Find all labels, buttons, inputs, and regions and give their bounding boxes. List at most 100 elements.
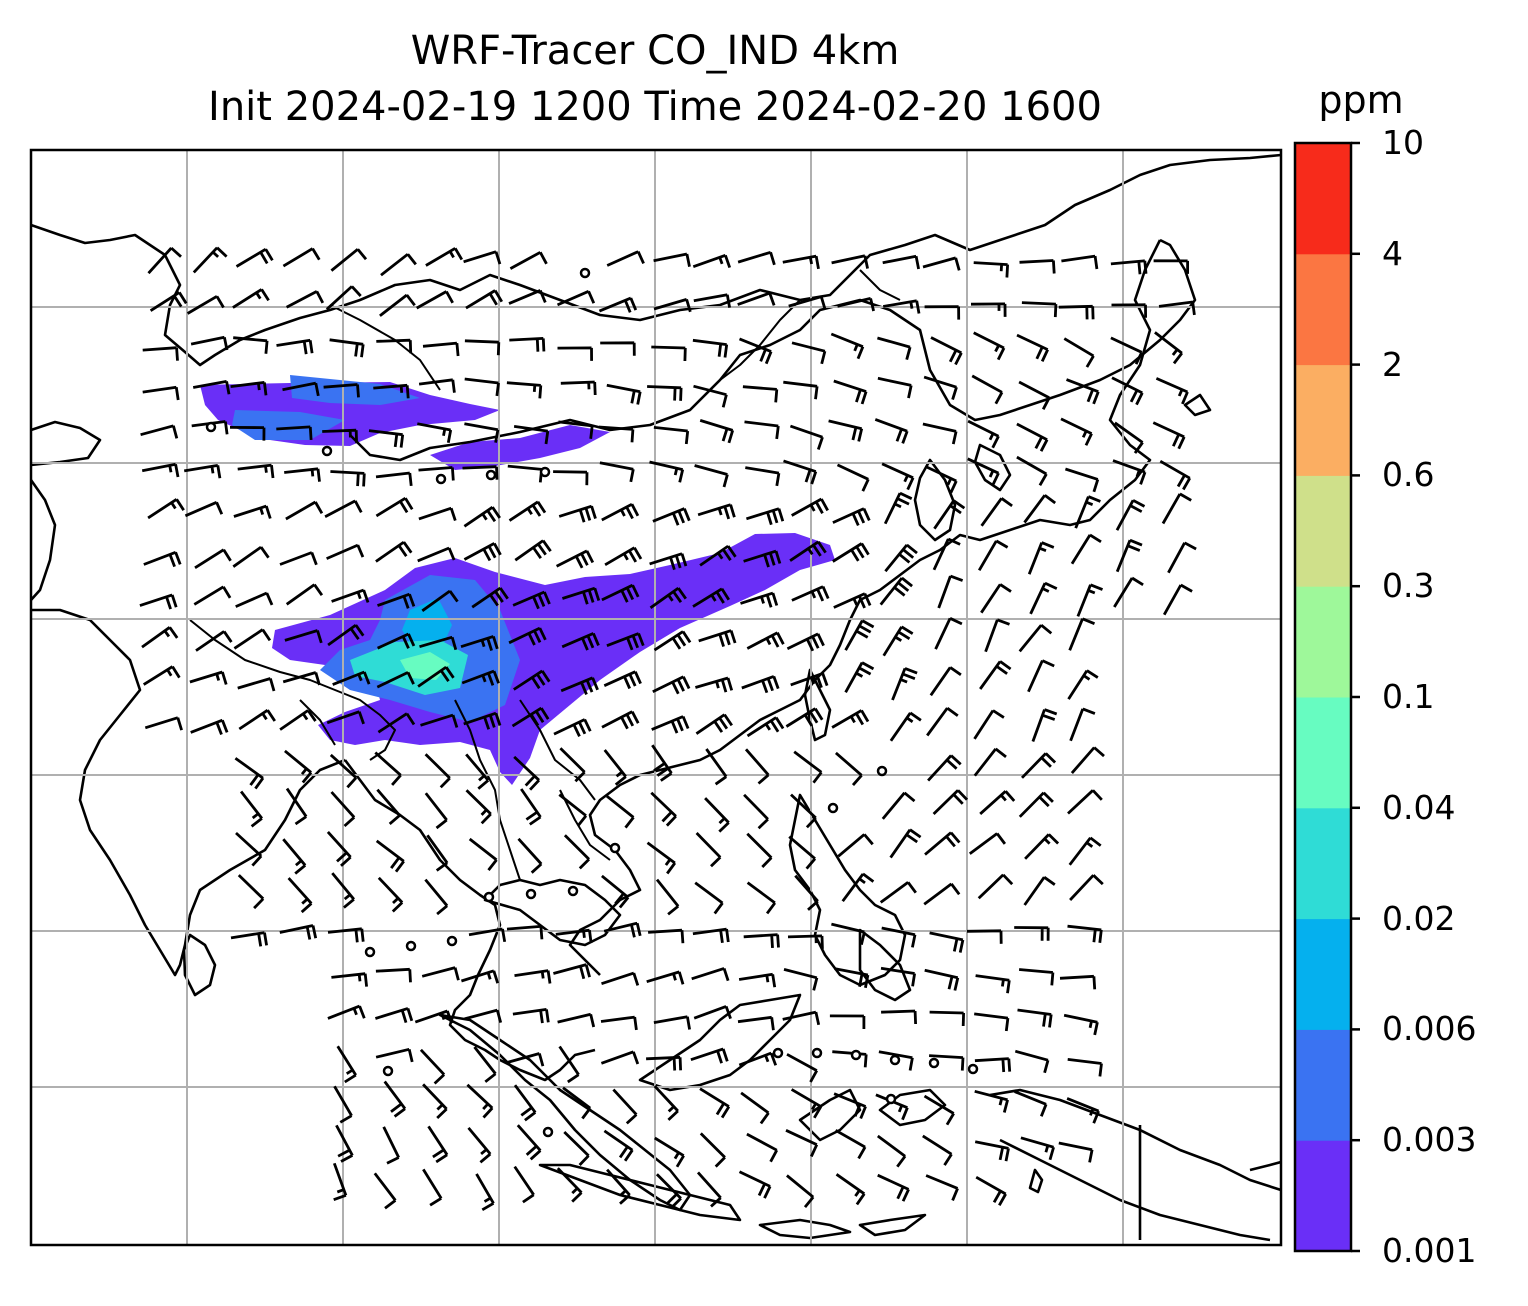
wind-barb (279, 709, 317, 731)
wind-barb (600, 1050, 640, 1065)
wind-barb (336, 1045, 357, 1084)
wind-barb (563, 1130, 590, 1166)
wind-barb (834, 751, 863, 787)
wind-barb (232, 545, 270, 568)
wind-barb (697, 503, 736, 520)
wind-barb (142, 665, 181, 686)
wind-barb (1067, 1058, 1103, 1077)
wind-barb (1017, 1008, 1053, 1028)
wind-barb (556, 290, 596, 307)
wind-barb (652, 507, 691, 526)
wind-barb (601, 874, 630, 909)
wind-barb (417, 665, 455, 688)
wind-barb (424, 753, 451, 789)
wind-barb (563, 834, 590, 870)
wind-barb (414, 1009, 453, 1024)
wind-barb (1014, 1049, 1050, 1074)
wind-barb (973, 747, 1007, 777)
wind-barb (924, 831, 961, 856)
colorbar-tick-label: 0.04 (1382, 787, 1456, 827)
wind-barb (375, 967, 412, 983)
wind-barb (1063, 337, 1095, 368)
wind-barb (922, 422, 958, 445)
wind-barb (785, 707, 824, 728)
wind-barb (841, 872, 875, 903)
wind-barb (1027, 659, 1055, 693)
wind-barb (647, 385, 683, 401)
wind-barb (375, 839, 405, 873)
wind-barb (427, 1125, 449, 1164)
wind-barb (967, 419, 1000, 449)
wind-barb (787, 934, 824, 949)
wind-barb (1070, 746, 1105, 775)
colorbar-tick-label: 0.3 (1382, 566, 1435, 606)
wind-barb (508, 626, 547, 646)
wind-barb (1023, 876, 1056, 906)
wind-barb (287, 877, 313, 914)
wind-barb (746, 832, 773, 868)
wind-barb (468, 837, 498, 871)
wind-barb (520, 788, 542, 826)
wind-barb (974, 1057, 1012, 1073)
wind-barb (282, 671, 321, 686)
wind-barb (1162, 583, 1193, 616)
wind-barb (422, 1083, 448, 1120)
wind-barb (376, 788, 401, 825)
wind-barb (195, 630, 233, 652)
wind-barb (651, 744, 673, 782)
colorbar-swatch (1295, 1140, 1351, 1252)
wind-barb (237, 874, 265, 910)
wind-barb (141, 626, 179, 649)
wind-barb (420, 713, 459, 728)
wind-barb (738, 1051, 778, 1067)
wind-barb (789, 540, 827, 562)
wind-barb (874, 418, 909, 444)
wind-barb (417, 546, 456, 563)
wind-barb (654, 1136, 685, 1168)
colorbar-tick-label: 2 (1382, 344, 1403, 384)
wind-barb (934, 617, 963, 650)
wind-barb (1069, 707, 1096, 742)
wind-barb (467, 1127, 492, 1164)
wind-barb (929, 1054, 965, 1071)
wind-barb (791, 585, 830, 602)
wind-barb (973, 331, 1006, 361)
wind-barb (379, 293, 416, 317)
wind-barb (373, 383, 410, 399)
wind-barb (599, 461, 635, 483)
wind-barb (974, 1089, 1009, 1113)
wind-barb (557, 346, 593, 361)
wind-barb (1066, 378, 1100, 405)
wind-barb (279, 924, 318, 940)
wind-barb (383, 1080, 407, 1118)
wind-barb (418, 466, 455, 481)
wind-barb (704, 797, 730, 833)
wind-barb (883, 491, 913, 525)
wind-barb (560, 676, 599, 695)
wind-barb (782, 254, 820, 270)
wind-barb (425, 247, 464, 267)
wind-barb (1069, 874, 1104, 901)
wind-barb (832, 507, 871, 526)
wind-barb (882, 299, 921, 314)
wind-barb (1111, 303, 1147, 318)
wind-barb (1024, 833, 1060, 860)
wind-barb (601, 971, 640, 986)
wind-barb (380, 253, 417, 277)
wind-barb (738, 337, 773, 365)
wind-barb (471, 586, 509, 609)
wind-barb (331, 872, 355, 909)
wind-barb (830, 332, 865, 360)
wind-barb (514, 539, 552, 562)
wind-barb (929, 931, 965, 953)
wind-barb (651, 345, 687, 362)
wind-barb (147, 246, 182, 275)
wind-barb (740, 591, 779, 608)
colorbar-tick-label: 10 (1382, 123, 1424, 162)
wind-barb (966, 929, 1003, 944)
wind-barb (1061, 254, 1099, 270)
wind-barb (884, 543, 918, 573)
wind-barb (1058, 304, 1095, 320)
wind-barb (1110, 336, 1143, 365)
wind-barb (416, 290, 454, 310)
